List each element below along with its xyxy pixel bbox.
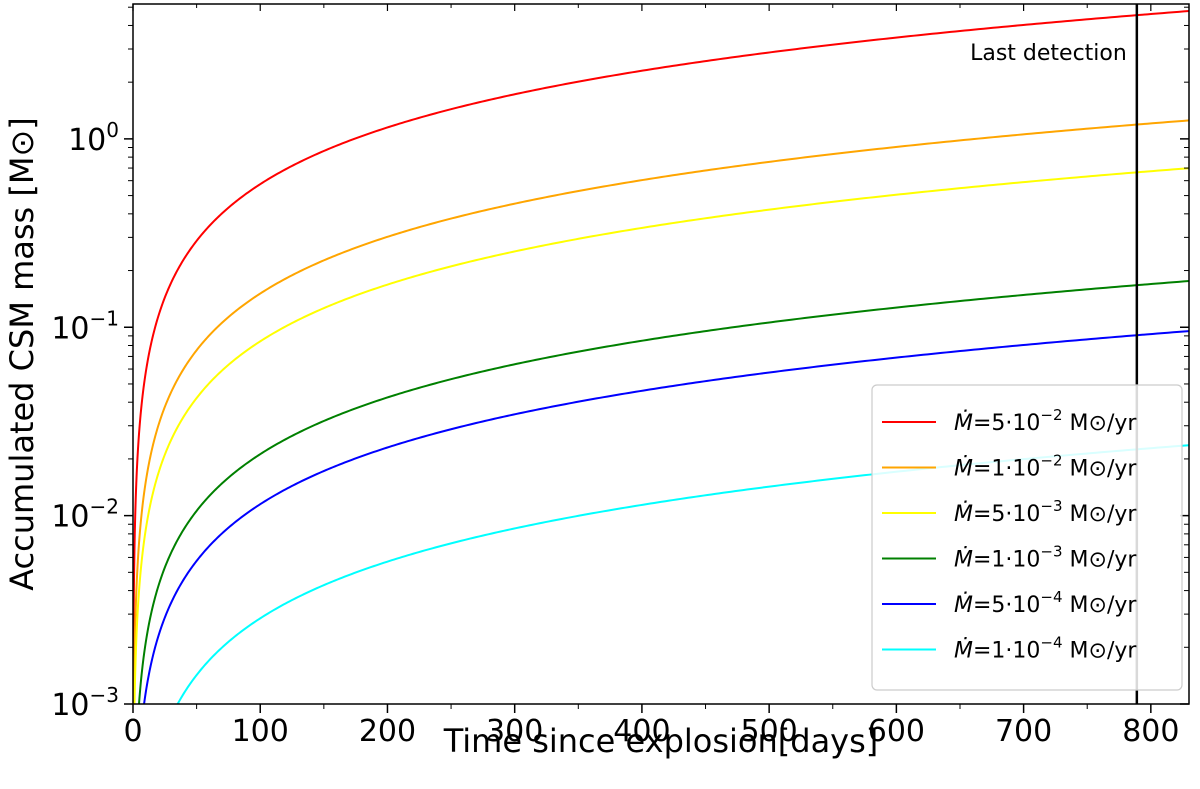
- legend-entry: Ṁ=1·10−2 M⊙/yr: [954, 452, 1137, 482]
- y-axis-label: Accumulated CSM mass [M⊙]: [3, 117, 41, 591]
- series-line-4: [137, 280, 1189, 704]
- x-tick-label: 800: [1122, 714, 1179, 749]
- y-axis: 10−3 10−2 10−1 100: [51, 6, 1189, 723]
- x-tick-label: 500: [741, 714, 798, 749]
- x-tick-label: 200: [359, 714, 416, 749]
- y-tick-label: 100: [68, 118, 119, 158]
- x-tick-label: 300: [486, 714, 543, 749]
- series-line-3: [133, 167, 1189, 704]
- legend: Ṁ=5·10−2 M⊙/yr Ṁ=1·10−2 M⊙/yr Ṁ=5·10−3 …: [871, 384, 1183, 691]
- x-axis: 0 100 200 300 400 500 600 700 800: [123, 4, 1179, 749]
- x-tick-label: 100: [232, 714, 289, 749]
- legend-entry: Ṁ=1·10−4 M⊙/yr: [954, 634, 1137, 664]
- y-tick-label: 10−3: [51, 683, 119, 723]
- series-line-5: [143, 330, 1189, 704]
- last-detection-marker: Last detection: [970, 4, 1139, 704]
- x-tick-label: 700: [995, 714, 1052, 749]
- legend-box: [871, 384, 1183, 691]
- last-detection-label: Last detection: [970, 41, 1127, 66]
- legend-entry: Ṁ=5·10−3 M⊙/yr: [954, 497, 1137, 527]
- series-line-1: [133, 10, 1189, 704]
- y-tick-label: 10−2: [51, 495, 119, 535]
- y-tick-label: 10−1: [51, 306, 119, 346]
- plot-frame: [132, 3, 1190, 705]
- x-axis-label: Time since explosion[days]: [443, 722, 879, 760]
- x-tick-label: 400: [613, 714, 670, 749]
- series-line-6: [176, 444, 1189, 704]
- x-tick-label: 0: [123, 714, 142, 749]
- legend-entry: Ṁ=1·10−3 M⊙/yr: [954, 543, 1137, 573]
- legend-entry: Ṁ=5·10−2 M⊙/yr: [954, 406, 1137, 436]
- legend-entry: Ṁ=5·10−4 M⊙/yr: [954, 588, 1137, 618]
- series-line-2: [133, 119, 1189, 704]
- series-lines: [133, 10, 1189, 704]
- x-tick-label: 600: [868, 714, 925, 749]
